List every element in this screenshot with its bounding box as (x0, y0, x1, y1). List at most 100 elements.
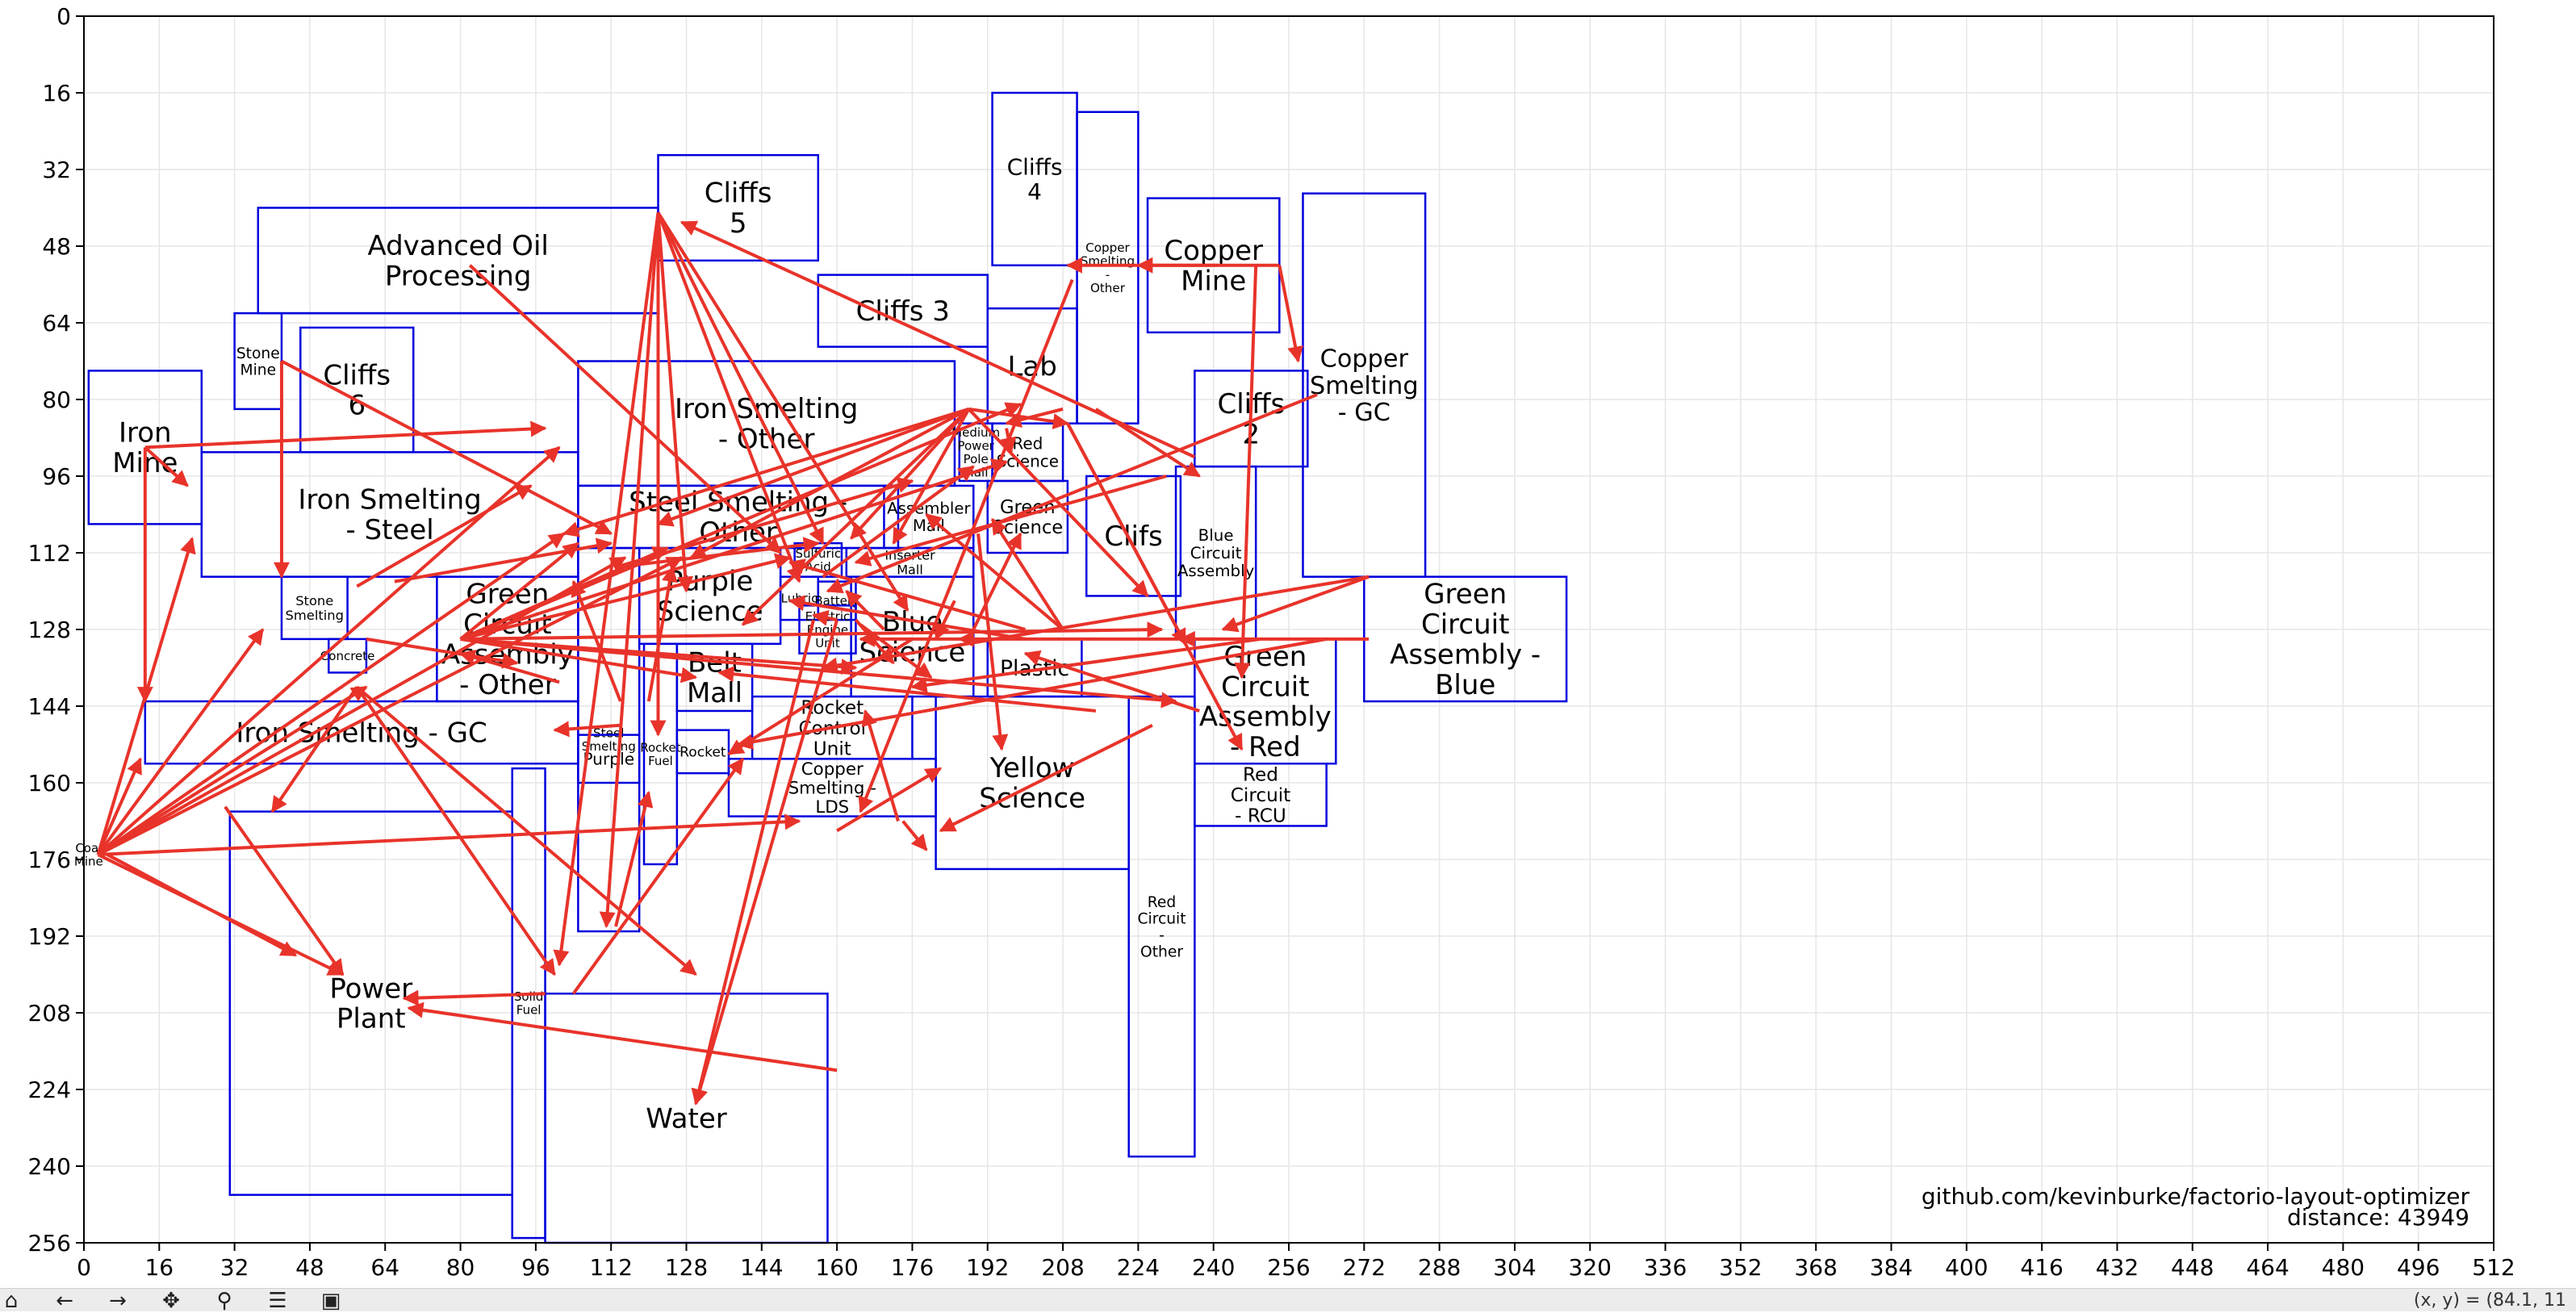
flow-arrow (107, 853, 298, 957)
flow-arrow (976, 533, 1009, 751)
block-label: Copper Smelting - GC (1310, 345, 1419, 427)
flow-arrow (407, 1001, 838, 1073)
block-label-line: Red (1243, 764, 1278, 785)
block-label: Stone Smelting (286, 593, 344, 623)
x-tick-label: 352 (1719, 1254, 1762, 1281)
block-label-line: Red (1148, 894, 1176, 911)
block-label: Copper Smelting -LDS (788, 759, 876, 817)
flow-arrow (615, 537, 820, 569)
flow-arrow (967, 408, 1149, 597)
flow-arrow (615, 477, 914, 569)
block-label-line: Iron Smelting (298, 484, 481, 516)
x-tick-label: 176 (891, 1254, 934, 1281)
flow-arrow (821, 575, 1370, 674)
x-tick-label: 240 (1192, 1254, 1235, 1281)
configure-icon[interactable]: ☰ (268, 1289, 287, 1313)
y-tick-label: 224 (28, 1077, 71, 1103)
block-box (328, 638, 368, 674)
x-tick-label: 128 (665, 1254, 708, 1281)
block-label-line: Smelting (286, 608, 344, 623)
flow-arrow (355, 686, 556, 976)
grid-lines (83, 15, 2494, 1244)
block-label: Water (646, 1103, 727, 1135)
block-label-line: Iron (119, 417, 172, 450)
block-label: Yellow Science (979, 752, 1085, 814)
x-tick-label: 448 (2171, 1254, 2214, 1281)
flow-arrow (826, 393, 1318, 594)
block-box (577, 734, 641, 784)
zoom-icon[interactable]: ⚲ (216, 1289, 232, 1313)
block-label-line: Circuit (1190, 544, 1242, 562)
flow-arrow (459, 458, 1008, 641)
flow-arrow (460, 553, 792, 641)
back-icon[interactable]: ← (56, 1289, 73, 1313)
flow-arrow (845, 590, 885, 631)
save-icon[interactable]: ▣ (320, 1289, 341, 1313)
block-label-line: Pole (964, 452, 989, 466)
block-label-line: Cliffs (1007, 153, 1063, 180)
flow-arrow (599, 212, 660, 929)
x-tick-label: 48 (295, 1254, 324, 1281)
flow-arrow (281, 359, 613, 536)
block-label-line: Fuel (516, 1003, 542, 1018)
flow-arrow (571, 579, 622, 702)
flow-arrow (96, 537, 196, 855)
block-label-line: - Other (459, 669, 556, 701)
y-tick-label: 48 (42, 233, 71, 260)
block-label-line: Concrete (320, 649, 375, 663)
pan-icon[interactable]: ✥ (162, 1289, 180, 1313)
forward-icon[interactable]: → (109, 1289, 127, 1313)
block-label-line: Mine (240, 362, 276, 378)
block-label-line: Power (957, 438, 994, 453)
flow-arrow (854, 475, 1167, 567)
y-tick-label: 240 (28, 1153, 71, 1180)
y-tick-label: 16 (42, 80, 71, 107)
block-label: Concrete (320, 649, 375, 663)
block-label: Cliffs 4 (1007, 153, 1063, 205)
flow-arrow (97, 532, 566, 856)
block-label-line: Copper (1164, 235, 1263, 267)
block-label-line: Plant (337, 1003, 406, 1035)
flow-arrow (1094, 408, 1201, 478)
home-icon[interactable]: ⌂ (4, 1289, 19, 1313)
flow-arrow (144, 420, 547, 450)
x-tick-label: 496 (2397, 1254, 2440, 1281)
flow-arrow (98, 813, 801, 857)
block-label: Red Circuit - RCU (1231, 764, 1290, 826)
flow-arrow (646, 565, 678, 702)
flow-arrow (822, 465, 975, 579)
block-label-line: Assembly (1177, 562, 1255, 580)
block-label-line: Circuit (1421, 608, 1509, 641)
flow-arrows (96, 211, 1370, 1106)
block-label-line: - GC (1338, 399, 1390, 427)
block-label-line: 5 (730, 207, 747, 240)
flow-arrow (858, 278, 1074, 813)
block-label-line: - Steel (345, 514, 433, 546)
x-tick-label: 160 (815, 1254, 858, 1281)
y-axis-ticks: 0 16 32 48 64 80 96 112 128 144 160 176 192 208 224 240… (28, 3, 84, 1257)
x-tick-label: 64 (370, 1254, 399, 1281)
x-tick-label: 208 (1041, 1254, 1084, 1281)
block-label-line: Copper (801, 759, 864, 780)
block-label-line: Smelting - (788, 778, 876, 798)
x-tick-label: 512 (2472, 1254, 2515, 1281)
flow-arrow (355, 685, 697, 976)
x-tick-label: 288 (1418, 1254, 1461, 1281)
flow-arrow (1005, 407, 1064, 428)
block-label: Cliffs 5 (705, 178, 772, 240)
y-tick-label: 32 (42, 157, 71, 183)
y-tick-label: 128 (28, 617, 71, 643)
block-box (657, 153, 820, 262)
x-tick-label: 480 (2322, 1254, 2365, 1281)
x-tick-label: 384 (1870, 1254, 1913, 1281)
flow-arrow (861, 709, 900, 822)
block-label-line: Circuit (1138, 910, 1186, 927)
flow-arrow (656, 407, 970, 527)
block-label: Blue Circuit Assembly (1177, 526, 1255, 580)
flow-arrow (836, 767, 943, 833)
x-tick-label: 16 (144, 1254, 174, 1281)
x-tick-label: 96 (521, 1254, 550, 1281)
block-label: Rocket (680, 744, 726, 760)
flow-arrow (691, 619, 815, 1106)
